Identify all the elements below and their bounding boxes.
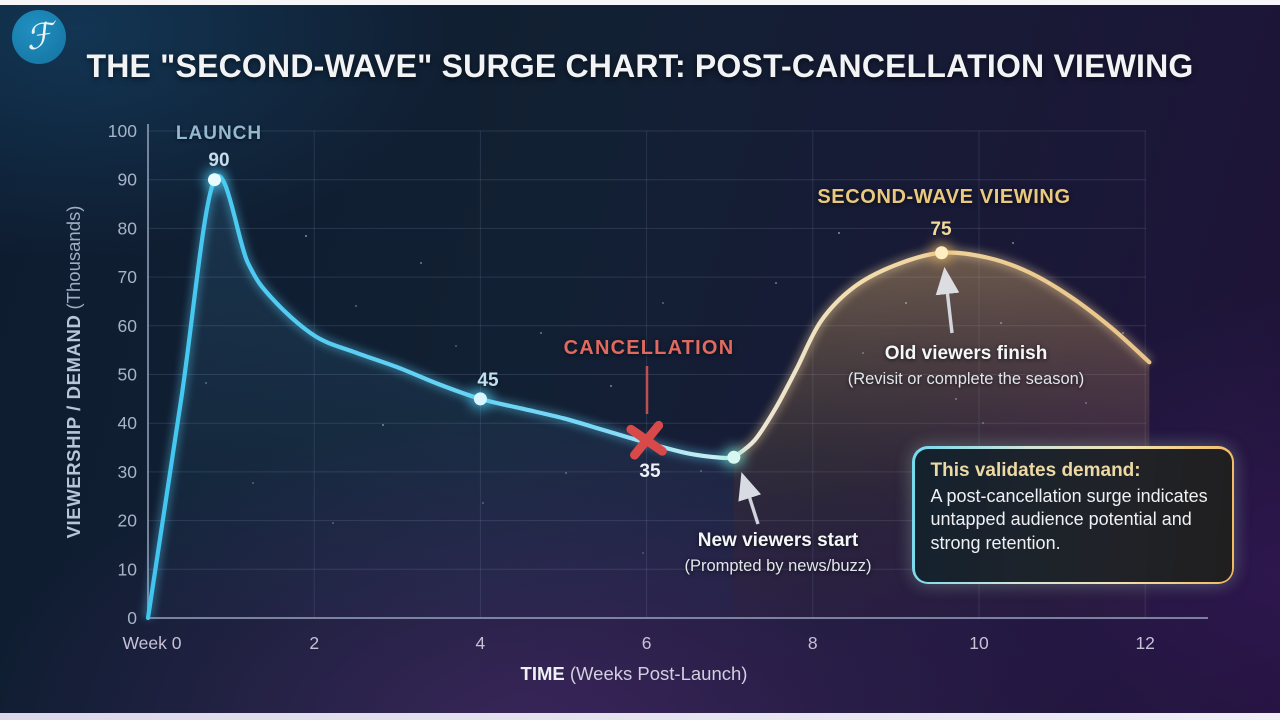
y-tick-label: 70 (118, 267, 138, 287)
new-viewers-arrow-icon (738, 472, 762, 525)
x-tick-label: 10 (969, 633, 989, 653)
y-axis-title-bold: VIEWERSHIP / DEMAND (63, 314, 84, 539)
launch-label: LAUNCH (175, 123, 263, 144)
y-tick-label: 20 (118, 511, 138, 531)
y-axis-title-regular: (Thousands) (63, 205, 84, 315)
second-wave-value: 75 (930, 219, 952, 240)
new-viewers-line2: (Prompted by news/buzz) (684, 556, 872, 575)
old-viewers-line1: Old viewers finish (884, 343, 1048, 364)
second-wave-label: SECOND-WAVE VIEWING (817, 186, 1071, 208)
brand-logo: ℱ (12, 10, 66, 64)
new-viewers-callout: New viewers start (Prompted by news/buzz… (684, 529, 871, 576)
x-tick-label: 2 (309, 633, 319, 653)
y-tick-label: 0 (127, 608, 137, 628)
data-point-dots (203, 168, 953, 469)
bottom-strip (0, 713, 1280, 720)
infobox-heading: This validates demand: (930, 459, 1141, 481)
launch-annotation: LAUNCH 90 (176, 122, 262, 173)
y-tick-label: 50 (118, 365, 138, 385)
data-dot (727, 450, 741, 464)
old-viewers-line2: (Revisit or complete the season) (847, 369, 1085, 388)
x-tick-label: 6 (642, 633, 652, 653)
series-fill (148, 175, 734, 618)
y-tick-label: 10 (118, 559, 138, 579)
new-viewers-line1: New viewers start (697, 530, 859, 551)
validates-demand-infobox-inner: This validates demand: A post-cancellati… (914, 448, 1232, 582)
y-axis-title: VIEWERSHIP / DEMAND (Thousands) (63, 206, 85, 539)
y-tick-label: 30 (118, 462, 138, 482)
x-tick-label: 12 (1135, 633, 1154, 653)
old-viewers-callout: Old viewers finish (Revisit or complete … (848, 342, 1085, 389)
validates-demand-infobox: This validates demand: A post-cancellati… (912, 446, 1234, 584)
old-viewers-arrow-icon (935, 266, 960, 334)
y-tick-label: 100 (108, 121, 137, 141)
x-tick-label: 4 (476, 633, 486, 653)
data-dot (473, 392, 487, 406)
week4-value-label: 45 (477, 370, 499, 391)
x-mark-stroke (630, 420, 664, 460)
x-mark-icon (626, 420, 667, 460)
x-axis-title-bold: TIME (520, 663, 565, 684)
infobox-body: A post-cancellation surge indicates unta… (930, 485, 1208, 554)
top-strip (0, 0, 1280, 5)
x-tick-label: 8 (808, 633, 818, 653)
cancellation-value: 35 (639, 461, 661, 482)
cancellation-x-icon (626, 420, 667, 460)
series-line (731, 250, 1152, 460)
page-title: THE "SECOND-WAVE" SURGE CHART: POST-CANC… (86, 48, 1194, 84)
y-tick-label: 80 (118, 218, 138, 238)
x-axis-title: TIME (Weeks Post-Launch) (521, 663, 748, 685)
cancellation-label: CANCELLATION (563, 337, 735, 359)
data-dot (207, 173, 221, 187)
x-tick-label: Week 0 (122, 633, 181, 653)
x-axis-title-regular: (Weeks Post-Launch) (564, 663, 748, 684)
data-dot (935, 246, 949, 260)
launch-value: 90 (208, 149, 230, 171)
y-tick-label: 90 (118, 170, 138, 190)
y-tick-label: 40 (118, 413, 138, 433)
tick-labels: 0 10 20 30 40 50 60 70 80 90 100 Week 0 2 4 6 8 10 12 (108, 121, 1155, 653)
y-tick-label: 60 (118, 316, 138, 336)
